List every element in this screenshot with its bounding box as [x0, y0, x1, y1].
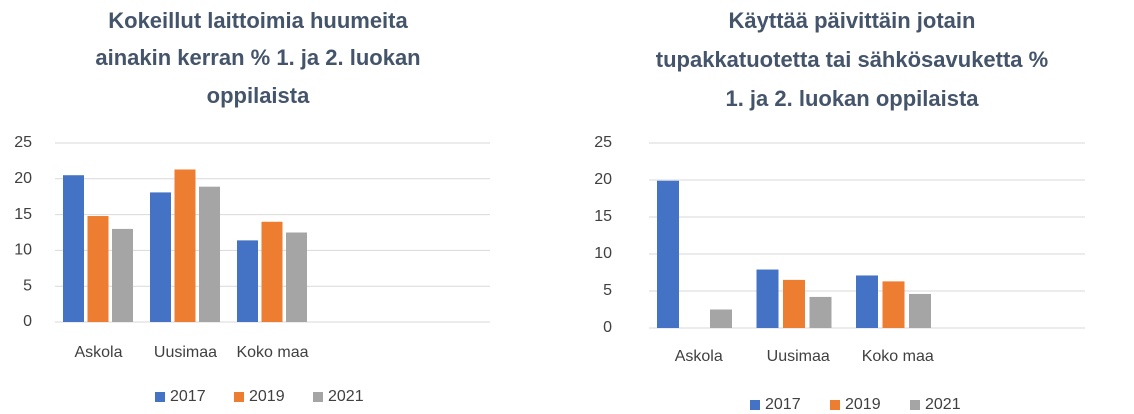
legend-swatch: [234, 392, 244, 402]
bar: [174, 169, 196, 322]
bar: [63, 175, 84, 322]
chart: Käyttää päivittäin jotain tupakkatuotetta…: [594, 8, 1085, 413]
chart-title: tupakkatuotetta tai sähkösavuketta %: [656, 47, 1048, 72]
legend-swatch: [750, 400, 760, 410]
bar: [856, 275, 878, 328]
y-tick-label: 10: [594, 245, 612, 262]
legend-swatch: [910, 400, 920, 410]
chart: Kokeillut laittoimia huumeita ainakin ker…: [14, 8, 490, 405]
x-tick-label: Koko maa: [862, 348, 934, 365]
legend-label: 2021: [925, 396, 961, 413]
bar: [286, 232, 307, 322]
legend-label: 2021: [328, 388, 364, 405]
legend-swatch: [830, 400, 840, 410]
legend-label: 2017: [765, 396, 801, 413]
bar: [756, 269, 779, 328]
x-tick-label: Askola: [675, 348, 723, 365]
legend-label: 2019: [845, 396, 881, 413]
chart-title: Käyttää päivittäin jotain: [729, 8, 976, 33]
x-tick-label: Askola: [74, 344, 122, 361]
y-tick-label: 0: [603, 319, 612, 336]
bar: [909, 293, 931, 328]
legend-label: 2017: [170, 388, 206, 405]
bar: [199, 186, 220, 322]
legend-swatch: [155, 392, 165, 402]
chart-title: Kokeillut laittoimia huumeita: [108, 8, 408, 33]
y-tick-label: 0: [23, 313, 32, 330]
y-tick-label: 15: [14, 206, 32, 223]
bar: [112, 228, 133, 322]
y-tick-label: 20: [594, 171, 612, 188]
bar: [783, 279, 805, 328]
legend-label: 2019: [249, 388, 285, 405]
y-tick-label: 5: [603, 282, 612, 299]
bar: [150, 192, 171, 322]
bar: [809, 296, 832, 328]
legend-swatch: [313, 392, 323, 402]
chart-title: ainakin kerran % 1. ja 2. luokan: [95, 45, 420, 70]
y-tick-label: 25: [14, 134, 32, 151]
bar: [657, 180, 679, 328]
bar: [87, 216, 109, 322]
x-tick-label: Uusimaa: [767, 348, 830, 365]
chart-title: 1. ja 2. luokan oppilaista: [725, 86, 979, 111]
y-tick-label: 20: [14, 170, 32, 187]
x-tick-label: Koko maa: [236, 344, 308, 361]
bar: [882, 281, 905, 328]
y-tick-label: 25: [594, 134, 612, 151]
chart-title: oppilaista: [207, 83, 310, 108]
y-tick-label: 15: [594, 208, 612, 225]
y-tick-label: 5: [23, 277, 32, 294]
bar: [261, 221, 283, 322]
x-tick-label: Uusimaa: [154, 344, 217, 361]
y-tick-label: 10: [14, 242, 32, 259]
bar: [710, 309, 732, 328]
bar: [237, 240, 258, 322]
